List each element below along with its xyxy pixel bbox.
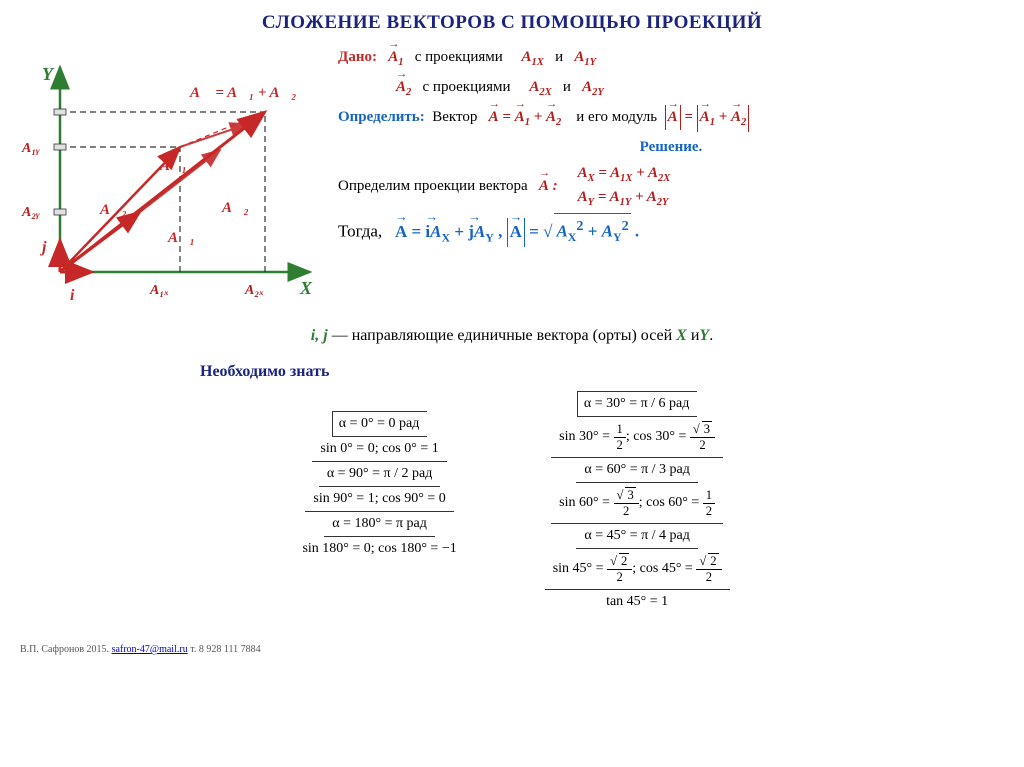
solution-text: Определим проекции вектора <box>338 178 528 194</box>
svg-text:X: X <box>299 278 313 298</box>
with-projections: с проекциями <box>415 49 503 65</box>
determine-label: Определить: <box>338 109 425 125</box>
trig-tables: α = 0° = 0 рад sin 0° = 0; cos 0° = 1 α … <box>20 391 1004 614</box>
footer-email-link[interactable]: safron-47@mail.ru <box>112 644 188 655</box>
svg-text:A⃗₁: A⃗₁ <box>159 158 187 174</box>
top-section: Y X j⃗ i⃗ A⃗ = <box>20 42 1004 317</box>
svg-text:j⃗: j⃗ <box>39 239 59 256</box>
content: Дано: A1 с проекциями A1X и A1Y A2 с про… <box>338 42 1004 251</box>
determine-text: Вектор <box>432 109 477 125</box>
unit-vector-note: i, j — направляющие единичные вектора (о… <box>20 327 1004 345</box>
svg-text:A⃗₁: A⃗₁ <box>167 230 195 246</box>
svg-text:A₁ᵧ: A₁ᵧ <box>21 141 40 156</box>
trig-table-right: α = 30° = π / 6 рад sin 30° = 12; cos 30… <box>545 391 730 614</box>
svg-text:A₂ᵧ: A₂ᵧ <box>21 205 40 220</box>
solution-label: Решение. <box>640 139 703 155</box>
trig-table-left: α = 0° = 0 рад sin 0° = 0; cos 0° = 1 α … <box>294 411 464 614</box>
page-title: СЛОЖЕНИЕ ВЕКТОРОВ С ПОМОЩЬЮ ПРОЕКЦИЙ <box>20 12 1004 34</box>
svg-text:A₁ₓ: A₁ₓ <box>149 283 169 298</box>
need-to-know-header: Необходимо знать <box>200 363 1004 381</box>
svg-text:Y: Y <box>42 64 55 84</box>
vector-diagram: Y X j⃗ i⃗ A⃗ = <box>20 42 320 317</box>
svg-text:A₂ₓ: A₂ₓ <box>244 283 264 298</box>
svg-text:i⃗: i⃗ <box>70 287 87 304</box>
svg-text:A⃗ = A⃗₁ + A⃗₂: A⃗ = A⃗₁ + A⃗₂ <box>189 85 296 101</box>
then-label: Тогда, <box>338 222 382 241</box>
given-label: Дано: <box>338 49 377 65</box>
svg-text:A⃗₂: A⃗₂ <box>99 202 127 218</box>
footer: В.П. Сафронов 2015. safron-47@mail.ru т.… <box>20 644 1004 655</box>
vec-A2: A <box>396 75 406 101</box>
svg-text:A⃗₂: A⃗₂ <box>221 200 249 216</box>
